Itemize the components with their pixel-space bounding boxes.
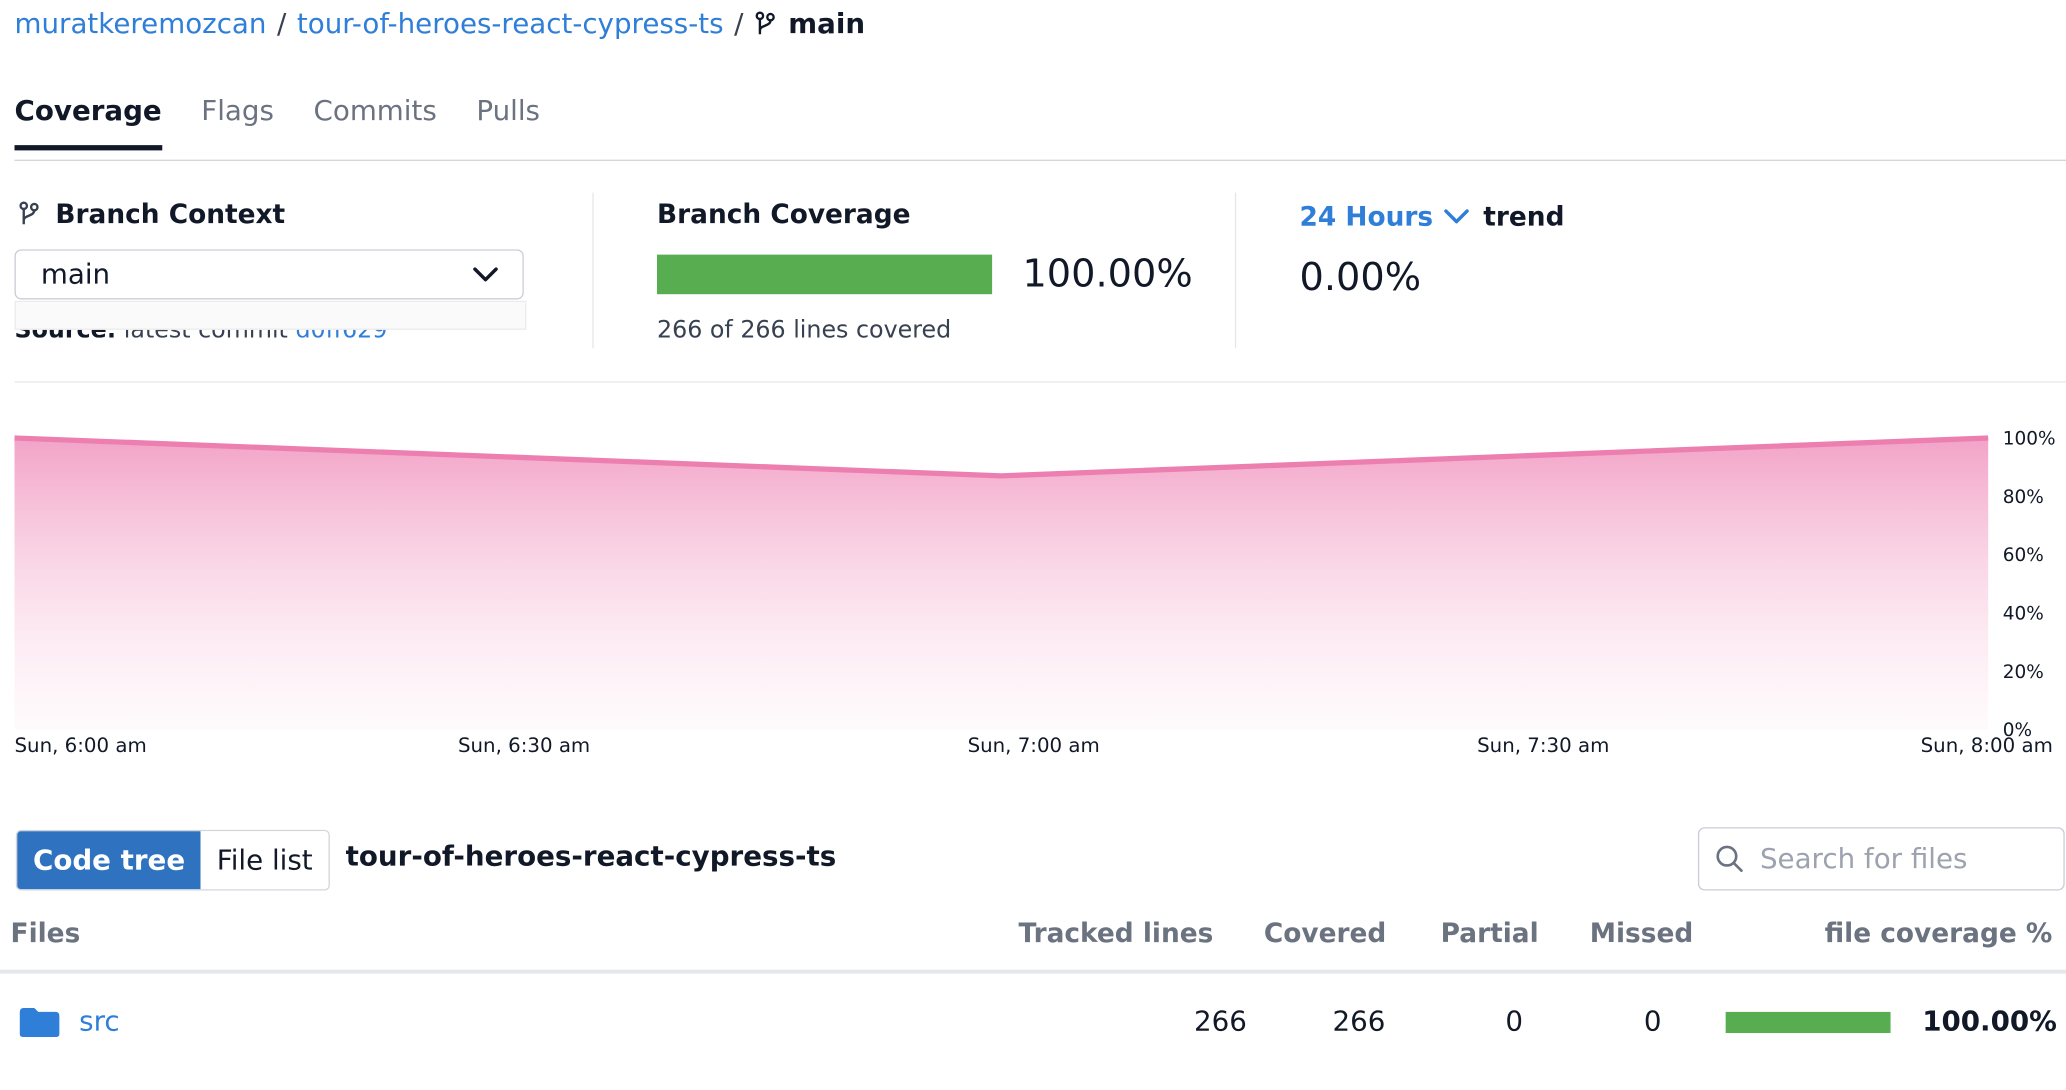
tab-divider xyxy=(14,159,2066,161)
branch-coverage-bar-fill xyxy=(657,254,993,295)
trend-heading: 24 Hours trend xyxy=(1300,201,1565,233)
divider xyxy=(592,192,594,349)
row-tracked: 266 xyxy=(1193,1005,1247,1037)
coverage-line xyxy=(14,435,1989,479)
branch-select-value: main xyxy=(40,258,111,291)
y-tick-label: 40% xyxy=(2003,604,2044,625)
breadcrumb: muratkeremozcan / tour-of-heroes-react-c… xyxy=(15,8,866,40)
col-file-coverage[interactable]: file coverage % xyxy=(1824,916,2053,949)
search-box xyxy=(1697,827,2065,891)
row-missed: 0 xyxy=(1643,1005,1662,1037)
search-icon xyxy=(1716,845,1743,873)
x-tick-label: Sun, 6:30 am xyxy=(458,734,590,757)
tab-coverage[interactable]: Coverage xyxy=(14,95,162,151)
coverage-chart: 100% 80% 60% 40% 20% 0% Sun, 6:00 am Sun, 6:30 … xyxy=(14,429,2056,757)
tab-commits[interactable]: Commits xyxy=(313,94,437,127)
y-tick-label: 20% xyxy=(2003,662,2044,683)
col-tracked-lines[interactable]: Tracked lines xyxy=(1018,916,1214,949)
breadcrumb-separator: / xyxy=(734,7,744,40)
x-tick-label: Sun, 6:00 am xyxy=(15,734,147,757)
x-tick-label: Sun, 7:30 am xyxy=(1477,734,1609,757)
branch-coverage-bar xyxy=(657,254,993,295)
repo-name: tour-of-heroes-react-cypress-ts xyxy=(345,840,837,873)
view-toggle: Code tree File list xyxy=(15,829,330,891)
tab-bar: Coverage Flags Commits Pulls xyxy=(14,94,580,151)
trend-label: trend xyxy=(1483,200,1565,233)
branch-icon xyxy=(19,201,39,225)
trend-value: 0.00% xyxy=(1299,254,1422,300)
chevron-down-icon xyxy=(473,267,498,282)
breadcrumb-separator: / xyxy=(277,7,287,40)
col-covered[interactable]: Covered xyxy=(1263,916,1387,949)
search-input[interactable] xyxy=(1757,841,2040,877)
row-coverage-bar-fill xyxy=(1725,1011,1891,1034)
x-tick-label: Sun, 7:00 am xyxy=(968,734,1100,757)
section-divider xyxy=(14,381,2066,383)
period-label: 24 Hours xyxy=(1299,200,1434,233)
y-tick-label: 60% xyxy=(2003,545,2044,566)
branch-dropdown-menu xyxy=(14,300,527,330)
y-tick-label: 80% xyxy=(2003,487,2044,508)
lines-covered-text: 266 of 266 lines covered xyxy=(657,316,952,345)
tab-flags[interactable]: Flags xyxy=(201,94,274,127)
row-coverage-bar xyxy=(1725,1011,1891,1034)
code-tree-button[interactable]: Code tree xyxy=(17,831,201,890)
table-row xyxy=(18,1007,60,1044)
chevron-down-icon xyxy=(1444,209,1470,224)
branch-context-heading: Branch Context xyxy=(18,198,285,230)
branch-coverage-title: Branch Coverage xyxy=(657,197,911,230)
table-header-divider xyxy=(0,969,2066,974)
y-tick-label: 0% xyxy=(2003,720,2032,741)
coverage-area xyxy=(14,438,1989,730)
breadcrumb-owner-link[interactable]: muratkeremozcan xyxy=(14,7,267,40)
period-select[interactable]: 24 Hours xyxy=(1299,200,1484,233)
row-coverage-percent: 100.00% xyxy=(1922,1005,2057,1037)
file-link-src[interactable]: src xyxy=(79,1005,120,1037)
breadcrumb-repo-link[interactable]: tour-of-heroes-react-cypress-ts xyxy=(296,7,724,40)
row-partial: 0 xyxy=(1505,1005,1523,1037)
row-covered: 266 xyxy=(1332,1005,1386,1037)
y-tick-label: 100% xyxy=(2003,429,2056,450)
x-tick-label: Sun, 8:00 am xyxy=(1921,734,2053,757)
col-partial[interactable]: Partial xyxy=(1440,916,1539,949)
divider xyxy=(1234,192,1237,349)
branch-coverage-percent: 100.00% xyxy=(1022,250,1193,296)
col-missed[interactable]: Missed xyxy=(1589,916,1694,949)
breadcrumb-branch-label: main xyxy=(788,7,866,40)
tab-pulls[interactable]: Pulls xyxy=(476,94,540,127)
branch-context-title: Branch Context xyxy=(55,197,286,230)
branch-select[interactable]: main xyxy=(14,249,524,300)
col-files[interactable]: Files xyxy=(10,916,81,949)
folder-icon xyxy=(19,1007,60,1037)
branch-icon xyxy=(754,11,775,35)
breadcrumb-branch: main xyxy=(754,8,865,40)
file-list-button[interactable]: File list xyxy=(200,831,329,890)
